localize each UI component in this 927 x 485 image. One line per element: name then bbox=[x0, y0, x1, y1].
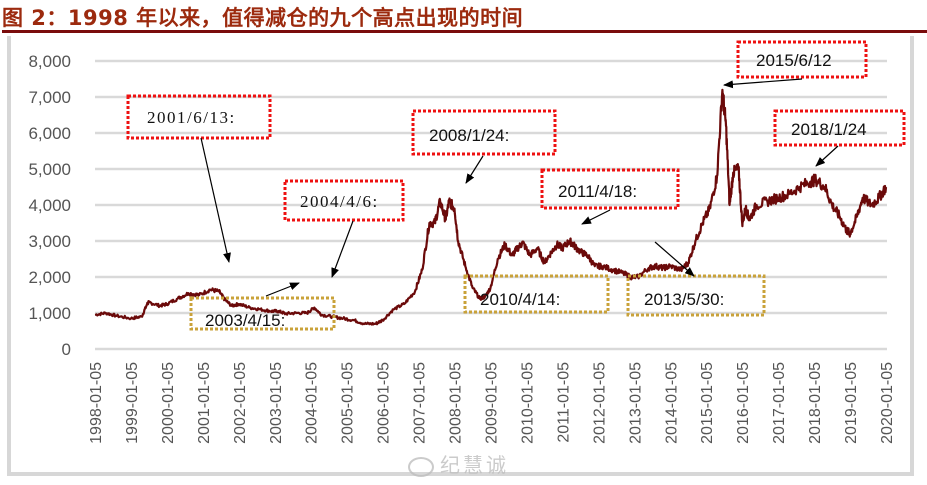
index-line bbox=[94, 88, 888, 326]
gridlines bbox=[95, 59, 887, 351]
annotation-label: 2011/4/18: bbox=[558, 182, 637, 201]
x-tick-label: 2014-01-05 bbox=[663, 362, 680, 444]
y-tick-label: 1,000 bbox=[28, 304, 71, 323]
annotation-box-low bbox=[189, 296, 336, 331]
annotation-box-high bbox=[773, 109, 906, 147]
y-tick-label: 7,000 bbox=[28, 88, 71, 107]
x-tick-label: 2012-01-05 bbox=[591, 362, 608, 444]
annotation-box-low bbox=[463, 274, 610, 314]
weibo-icon bbox=[408, 456, 434, 477]
annotation-box-high bbox=[540, 168, 680, 210]
x-tick-label: 2020-01-05 bbox=[879, 362, 896, 444]
annotation-label: 2013/5/30: bbox=[644, 290, 724, 309]
x-tick-label: 2003-01-05 bbox=[268, 362, 285, 444]
title-divider bbox=[2, 30, 927, 33]
figure-title: 图 2：1998 年以来，值得减仓的九个高点出现的时间 bbox=[2, 6, 524, 30]
chart-frame bbox=[7, 36, 914, 476]
x-tick-label: 2018-01-05 bbox=[807, 362, 824, 444]
x-tick-label: 2001-01-05 bbox=[196, 362, 213, 444]
annotation-label: 2015/6/12 bbox=[756, 51, 832, 70]
annotation-label: 2004/4/6: bbox=[300, 192, 379, 211]
annotation-label: 2008/1/24: bbox=[429, 126, 509, 145]
annotation-arrow bbox=[465, 155, 484, 184]
annotation-box-low bbox=[626, 274, 766, 317]
x-tick-label: 2011-01-05 bbox=[555, 362, 572, 443]
x-tick-label: 2016-01-05 bbox=[735, 362, 752, 444]
x-tick-label: 2002-01-05 bbox=[232, 362, 249, 444]
y-tick-label: 6,000 bbox=[28, 124, 71, 143]
x-tick-label: 2009-01-05 bbox=[484, 362, 501, 444]
annotation-arrow bbox=[723, 78, 803, 89]
x-tick-label: 2004-01-05 bbox=[304, 362, 321, 444]
x-tick-label: 2008-01-05 bbox=[448, 362, 465, 444]
watermark: 纪慧诚 bbox=[408, 449, 509, 478]
annotation-arrow bbox=[331, 220, 354, 278]
annotation-box-high bbox=[736, 40, 868, 79]
x-tick-label: 2010-01-05 bbox=[519, 362, 536, 444]
annotation-box-high bbox=[283, 179, 405, 222]
y-tick-label: 3,000 bbox=[28, 232, 71, 251]
annotation-box-high bbox=[126, 94, 272, 140]
y-tick-label: 5,000 bbox=[28, 160, 71, 179]
y-axis: 0 1,000 2,000 3,000 4,000 5,000 6,000 7,000 8,00… bbox=[28, 52, 71, 359]
x-tick-label: 2019-01-05 bbox=[843, 362, 860, 444]
annotation-label: 2001/6/13: bbox=[147, 108, 236, 127]
annotation-label: 2010/4/14: bbox=[480, 290, 560, 309]
watermark-text: 纪慧诚 bbox=[440, 453, 509, 477]
annotation-arrow bbox=[200, 137, 231, 263]
x-tick-label: 2000-01-05 bbox=[160, 362, 177, 444]
x-tick-label: 2015-01-05 bbox=[699, 362, 716, 444]
annotation-arrow bbox=[581, 209, 611, 225]
x-tick-label: 2017-01-05 bbox=[771, 362, 788, 444]
y-tick-label: 8,000 bbox=[28, 52, 71, 71]
x-tick-label: 2006-01-05 bbox=[376, 362, 393, 444]
annotations: 2001/6/13: 2003/4/15: 2004/4/6: 2008/1/24: 2… bbox=[126, 40, 906, 331]
x-tick-label: 2005-01-05 bbox=[340, 362, 357, 444]
annotation-arrow bbox=[265, 282, 300, 297]
annotation-arrow bbox=[815, 145, 839, 167]
annotation-label: 2003/4/15: bbox=[205, 311, 285, 330]
x-tick-label: 1999-01-05 bbox=[124, 362, 141, 444]
x-tick-label: 2013-01-05 bbox=[627, 362, 644, 444]
annotation-label: 2018/1/24 bbox=[791, 120, 867, 139]
annotation-arrow bbox=[654, 241, 695, 277]
x-axis: 1998-01-05 1999-01-05 2000-01-05 2001-01-05… bbox=[88, 362, 896, 444]
y-tick-label: 0 bbox=[62, 340, 71, 359]
y-tick-label: 4,000 bbox=[28, 196, 71, 215]
annotation-box-high bbox=[411, 109, 557, 156]
y-tick-label: 2,000 bbox=[28, 268, 71, 287]
x-tick-label: 1998-01-05 bbox=[88, 362, 105, 444]
x-tick-label: 2007-01-05 bbox=[412, 362, 429, 444]
